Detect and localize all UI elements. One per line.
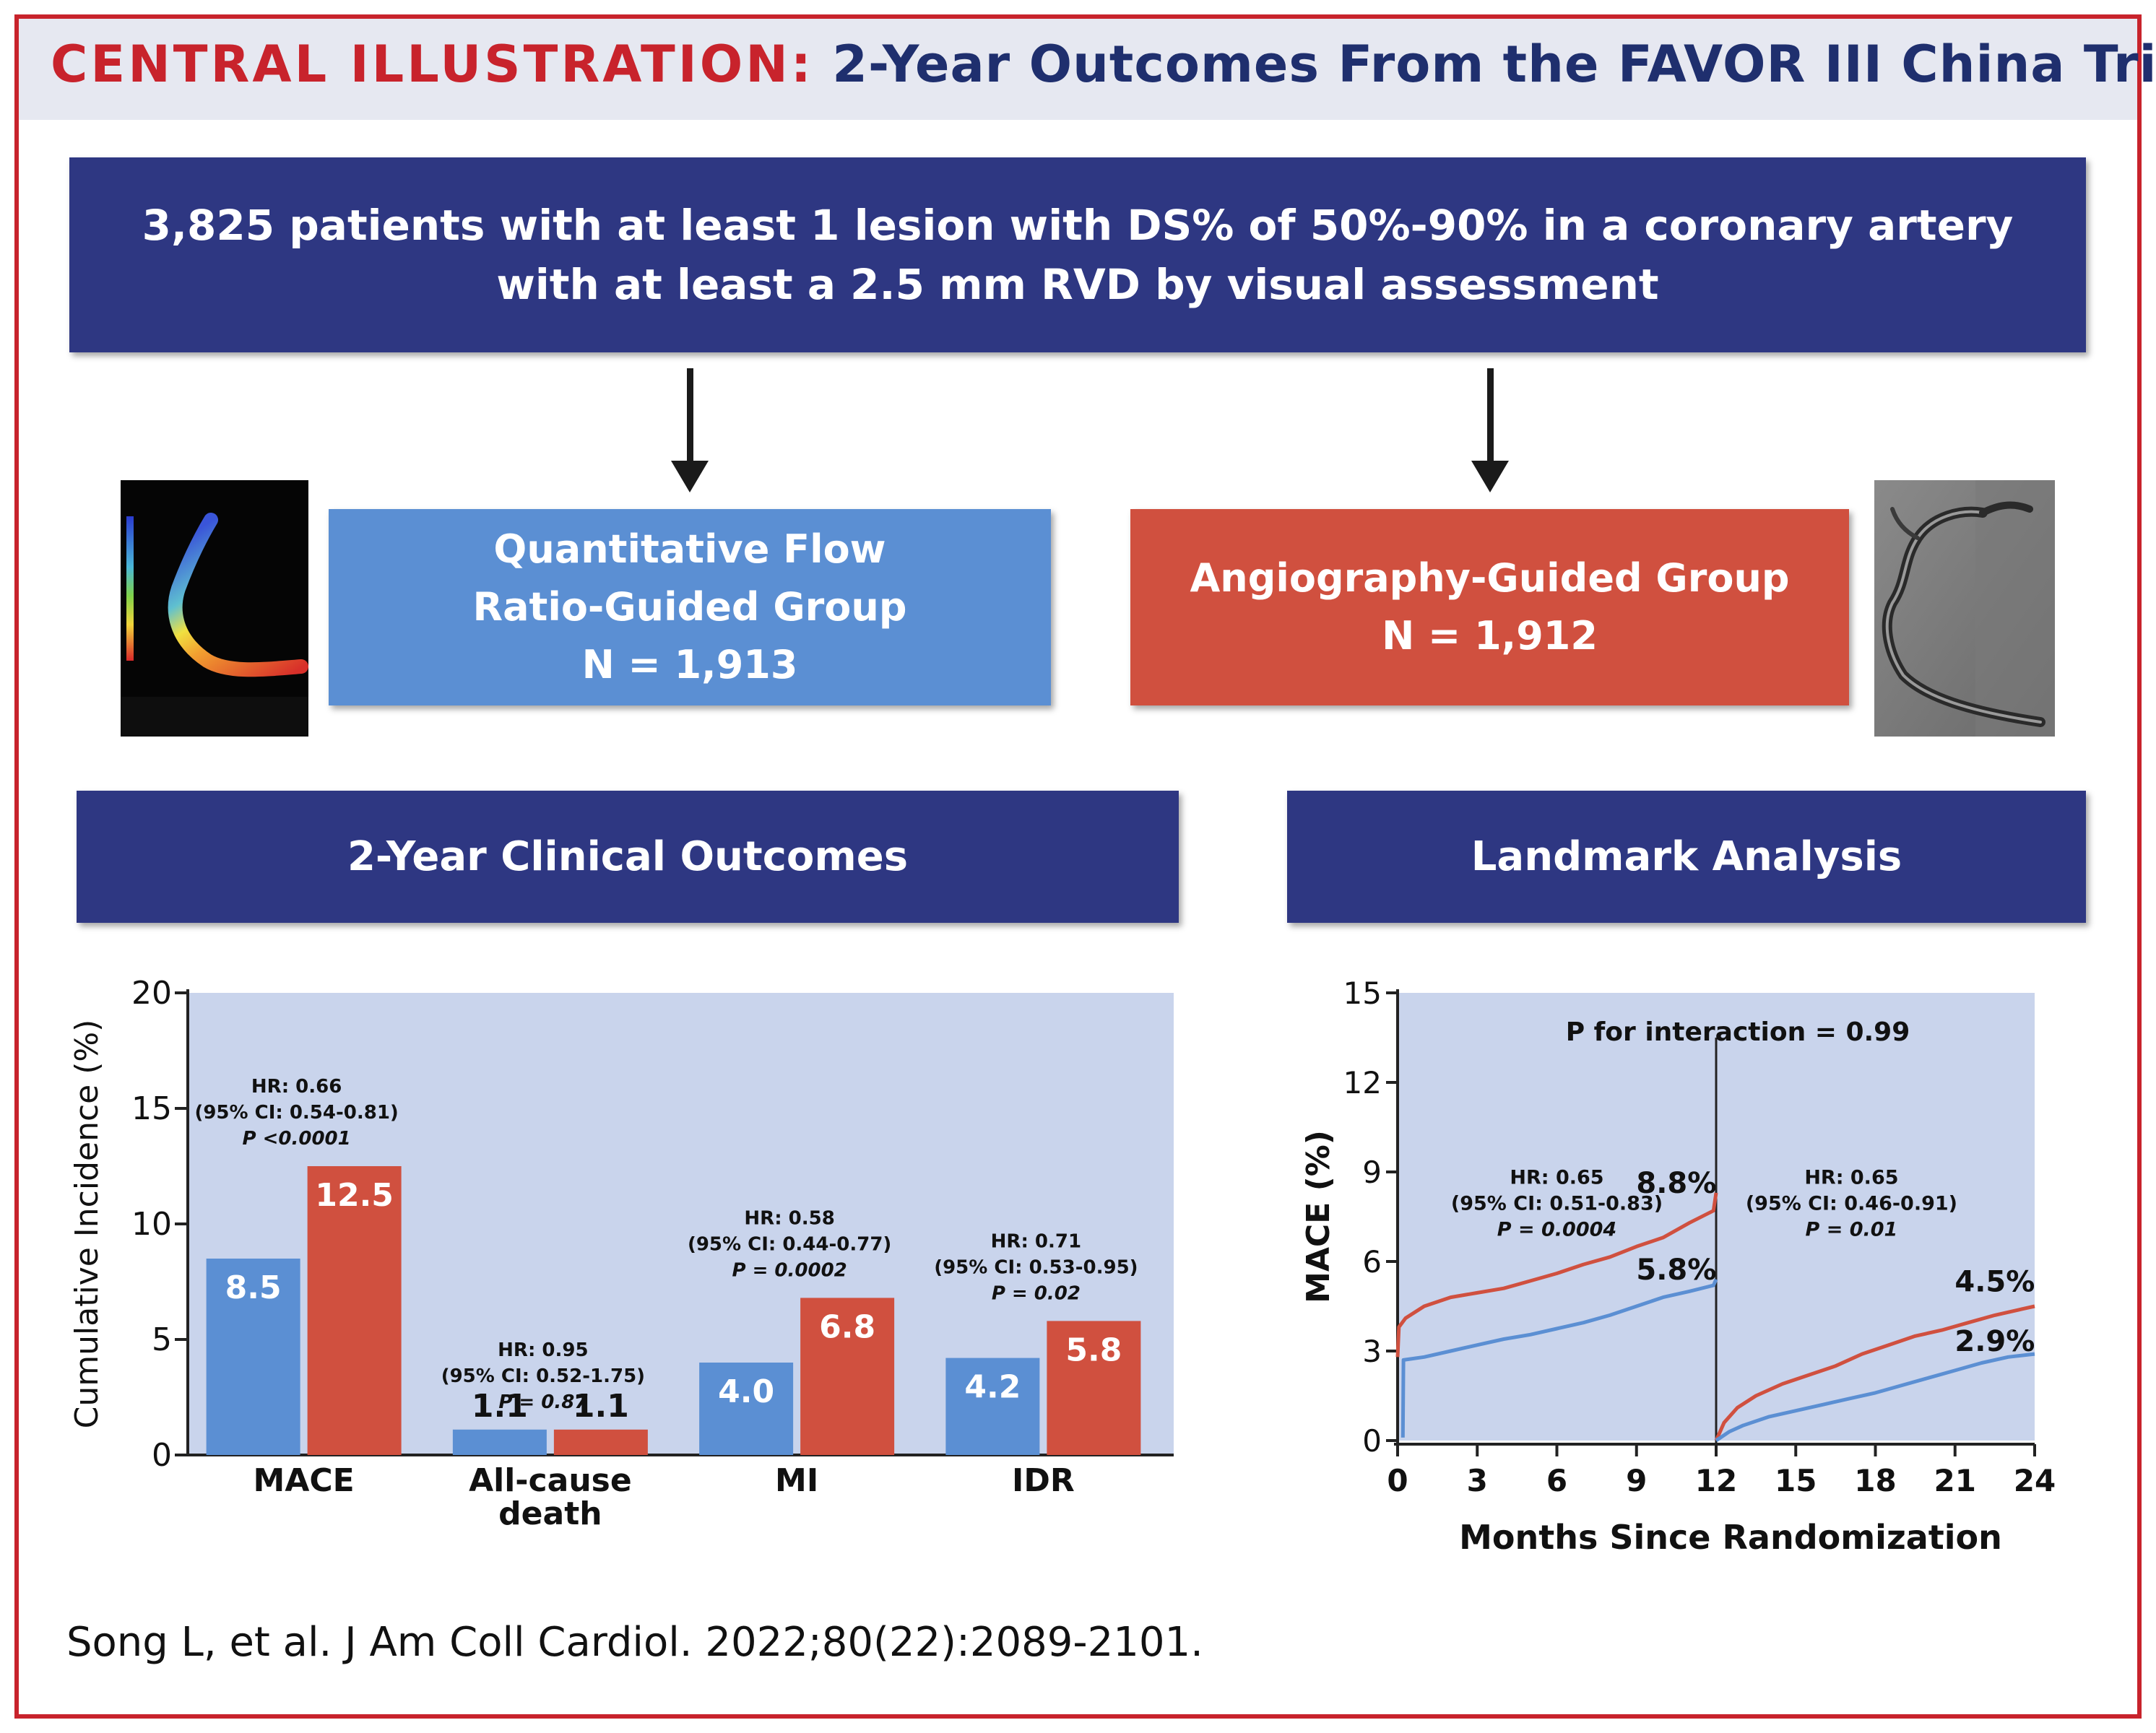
- bar-value-label: 1.1: [472, 1388, 528, 1425]
- bar-hr-annotation: (95% CI: 0.54-0.81): [194, 1102, 398, 1124]
- population-line-1: 3,825 patients with at least 1 lesion wi…: [142, 201, 2014, 250]
- bar: [800, 1298, 895, 1455]
- bar-hr-annotation: P = 0.0002: [732, 1259, 847, 1281]
- line-value-label: 4.5%: [1954, 1265, 2035, 1298]
- title-prefix: CENTRAL ILLUSTRATION:: [51, 35, 814, 94]
- kaplan-meier-curve: [1395, 1192, 1718, 1358]
- line-y-tick-label: 6: [1362, 1244, 1382, 1280]
- bar: [452, 1429, 547, 1455]
- bar: [699, 1363, 794, 1455]
- bar-category-label: All-cause: [469, 1462, 632, 1499]
- line-hr-annotation: HR: 0.65: [1510, 1167, 1603, 1189]
- line-y-tick-label: 0: [1362, 1423, 1382, 1459]
- bar-value-label: 6.8: [819, 1308, 875, 1345]
- bar: [945, 1358, 1040, 1455]
- bar-hr-annotation: P = 0.87: [498, 1391, 588, 1413]
- line-hr-annotation: (95% CI: 0.51-0.83): [1451, 1193, 1663, 1215]
- title-text: 2-Year Outcomes From the FAVOR III China…: [832, 35, 2156, 94]
- outcomes-header: 2-Year Clinical Outcomes: [77, 791, 1179, 923]
- line-x-tick-label: 9: [1626, 1463, 1647, 1498]
- population-line-2: with at least a 2.5 mm RVD by visual ass…: [496, 260, 1659, 309]
- angio-line-1: Angiography-Guided Group: [1190, 555, 1790, 601]
- bar-hr-annotation: (95% CI: 0.52-1.75): [441, 1365, 645, 1387]
- bar-hr-annotation: P = 0.02: [992, 1282, 1081, 1304]
- bar-value-label: 4.0: [718, 1373, 774, 1410]
- arrow-left-shaft: [687, 368, 693, 462]
- qfr-vessel-image: [121, 480, 308, 737]
- bar-hr-annotation: HR: 0.95: [498, 1339, 588, 1361]
- interaction-p-label: P for interaction = 0.99: [1566, 1017, 1910, 1047]
- bar: [307, 1166, 402, 1455]
- line-x-tick-label: 12: [1695, 1463, 1737, 1498]
- bar-y-tick-label: 20: [131, 975, 172, 1012]
- arrow-right-head: [1471, 461, 1509, 492]
- line-hr-annotation: P = 0.01: [1806, 1219, 1898, 1241]
- bar-hr-annotation: P <0.0001: [243, 1128, 351, 1150]
- bar-hr-annotation: HR: 0.66: [251, 1076, 342, 1098]
- bar-value-label: 8.5: [225, 1269, 282, 1306]
- line-x-tick-label: 6: [1546, 1463, 1567, 1498]
- line-x-axis-label: Months Since Randomization: [1459, 1518, 2002, 1557]
- bar-hr-annotation: HR: 0.58: [744, 1207, 834, 1229]
- bar: [206, 1259, 300, 1455]
- line-x-tick-label: 24: [2014, 1463, 2056, 1498]
- bar-hr-annotation: (95% CI: 0.44-0.77): [688, 1233, 891, 1255]
- line-y-tick-label: 9: [1362, 1155, 1382, 1190]
- angiogram-image: [1874, 480, 2055, 737]
- line-y-tick-label: 15: [1343, 976, 1382, 1011]
- line-x-tick-label: 21: [1934, 1463, 1976, 1498]
- kaplan-meier-curve: [1715, 1352, 2035, 1443]
- bar-category-label: MI: [775, 1462, 818, 1499]
- bar-y-tick-label: 10: [131, 1206, 172, 1243]
- outcomes-bar-chart: 0 5 10 15 20 Cumulative Incidence (%) 8.5 12.5 M…: [69, 975, 1174, 1532]
- bar: [1047, 1321, 1141, 1455]
- bar-value-label: 5.8: [1065, 1332, 1122, 1368]
- qfr-group-box: Quantitative Flow Ratio-Guided Group N =…: [329, 509, 1051, 705]
- line-value-label: 8.8%: [1636, 1167, 1716, 1200]
- arrow-left-head: [671, 461, 709, 492]
- bar-hr-annotation: HR: 0.71: [991, 1230, 1081, 1252]
- bar-category-label: MACE: [254, 1462, 355, 1499]
- title-bar: [19, 19, 2137, 120]
- kaplan-meier-curve: [1714, 1304, 2035, 1442]
- qfr-line-1: Quantitative Flow: [493, 526, 886, 572]
- bar-value-label: 1.1: [573, 1388, 629, 1425]
- line-x-tick-label: 18: [1854, 1463, 1896, 1498]
- page-title: CENTRAL ILLUSTRATION: 2-Year Outcomes Fr…: [51, 35, 2156, 94]
- arrow-right-shaft: [1487, 368, 1494, 462]
- qfr-n: N = 1,913: [581, 642, 798, 687]
- line-y-tick-label: 3: [1362, 1334, 1382, 1369]
- bar-y-tick-label: 5: [152, 1321, 172, 1358]
- line-hr-annotation: (95% CI: 0.46-0.91): [1746, 1193, 1957, 1215]
- line-hr-annotation: HR: 0.65: [1804, 1167, 1898, 1189]
- bar-y-tick-label: 0: [152, 1437, 172, 1474]
- bar-y-axis-label: Cumulative Incidence (%): [69, 1020, 105, 1429]
- bar-y-tick-label: 15: [131, 1090, 172, 1127]
- bar-category-label: death: [498, 1495, 602, 1532]
- bar-hr-annotation: (95% CI: 0.53-0.95): [934, 1256, 1138, 1278]
- population-box: 3,825 patients with at least 1 lesion wi…: [69, 157, 2086, 352]
- line-hr-annotation: P = 0.0004: [1497, 1219, 1616, 1241]
- kaplan-meier-curve: [1400, 1278, 1718, 1438]
- line-y-tick-label: 12: [1343, 1065, 1382, 1100]
- landmark-header: Landmark Analysis: [1287, 791, 2086, 923]
- qfr-line-2: Ratio-Guided Group: [472, 584, 907, 630]
- bar: [553, 1429, 648, 1455]
- line-x-tick-label: 3: [1467, 1463, 1488, 1498]
- landmark-line-chart: 0 3 6 9 12 15 0 3 6 9 12 15 18 21 24 Months Since Rando…: [1300, 976, 2056, 1557]
- illustration-frame: [14, 14, 2142, 1719]
- line-value-label: 5.8%: [1636, 1254, 1716, 1287]
- angio-n: N = 1,912: [1382, 613, 1598, 659]
- bar-value-label: 4.2: [964, 1369, 1021, 1406]
- line-value-label: 2.9%: [1954, 1325, 2035, 1358]
- citation: Song L, et al. J Am Coll Cardiol. 2022;8…: [66, 1619, 1203, 1666]
- bar-value-label: 12.5: [315, 1177, 394, 1214]
- angio-group-box: Angiography-Guided Group N = 1,912: [1130, 509, 1849, 705]
- line-y-axis-label: MACE (%): [1300, 1130, 1337, 1303]
- bar-category-label: IDR: [1012, 1462, 1075, 1499]
- line-x-tick-label: 15: [1775, 1463, 1817, 1498]
- line-x-tick-label: 0: [1387, 1463, 1408, 1498]
